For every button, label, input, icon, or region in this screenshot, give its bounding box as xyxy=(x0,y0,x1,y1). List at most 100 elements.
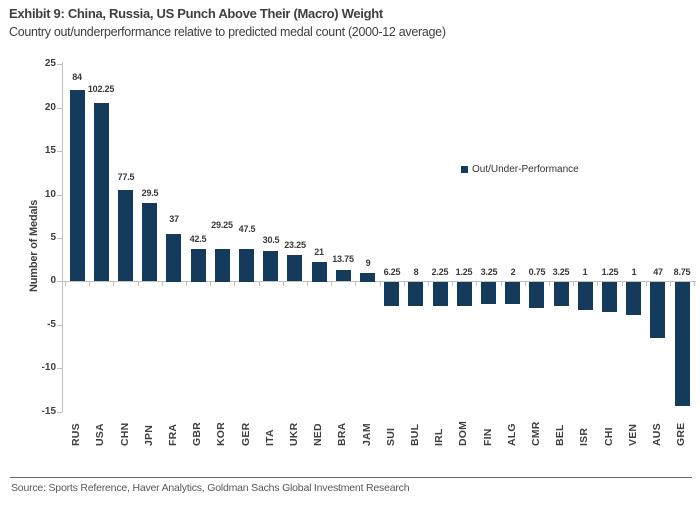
bar-value-label: 6.25 xyxy=(383,267,401,277)
bar xyxy=(650,282,665,338)
category-label: IRL xyxy=(433,428,445,446)
x-axis-line xyxy=(62,281,696,282)
bar-value-label: 42.5 xyxy=(189,234,207,244)
category-label: CHN xyxy=(119,422,131,446)
y-tick xyxy=(57,238,62,239)
y-tick xyxy=(57,368,62,369)
bar-value-label: 1 xyxy=(631,267,637,277)
category-label: GBR xyxy=(191,422,203,446)
category-label: CMR xyxy=(530,421,542,446)
bar-value-label: 47 xyxy=(653,267,663,277)
x-tick xyxy=(234,282,235,286)
bar xyxy=(94,103,109,281)
bar-value-label: 9 xyxy=(365,258,371,268)
category-label: USA xyxy=(94,423,106,446)
x-tick xyxy=(355,282,356,286)
category-label: SUI xyxy=(385,427,397,446)
x-tick xyxy=(162,282,163,286)
bar xyxy=(215,249,230,282)
legend: Out/Under-Performance xyxy=(461,164,579,175)
bar xyxy=(360,273,375,282)
x-tick xyxy=(452,282,453,286)
bar xyxy=(263,251,278,281)
category-label: RUS xyxy=(70,423,82,446)
y-tick xyxy=(57,325,62,326)
bar xyxy=(529,282,544,308)
bar-value-label: 29.25 xyxy=(211,220,233,230)
x-tick xyxy=(428,282,429,286)
bar xyxy=(578,282,593,310)
bar xyxy=(481,282,496,304)
category-label: GER xyxy=(240,422,252,446)
bar-value-label: 77.5 xyxy=(117,172,135,182)
x-tick xyxy=(549,282,550,286)
x-tick xyxy=(404,282,405,286)
y-tick-label: 20 xyxy=(44,102,56,113)
x-tick xyxy=(646,282,647,286)
x-tick xyxy=(501,282,502,286)
bar xyxy=(166,234,181,282)
category-label: FRA xyxy=(167,423,179,446)
bar-value-label: 8 xyxy=(413,267,419,277)
y-tick-label: 5 xyxy=(50,232,56,243)
category-label: CHI xyxy=(603,427,615,446)
bar-value-label: 1.25 xyxy=(455,267,473,277)
source-divider xyxy=(10,477,692,478)
category-label: ISR xyxy=(578,427,590,446)
bar xyxy=(433,282,448,306)
x-tick xyxy=(694,282,695,286)
x-tick xyxy=(597,282,598,286)
bar-value-label: 3.25 xyxy=(552,267,570,277)
category-label: JPN xyxy=(143,424,155,446)
category-label: GRE xyxy=(675,422,687,446)
x-tick xyxy=(670,282,671,286)
x-tick xyxy=(186,282,187,286)
bar xyxy=(626,282,641,315)
bar-value-label: 21 xyxy=(314,247,324,257)
category-label: VEN xyxy=(627,423,639,446)
bar xyxy=(70,90,85,281)
category-label: ALG xyxy=(506,423,518,446)
bar xyxy=(142,203,157,281)
bar xyxy=(312,262,327,282)
y-tick xyxy=(57,195,62,196)
x-tick xyxy=(573,282,574,286)
bar xyxy=(505,282,520,304)
bar xyxy=(384,282,399,306)
bar xyxy=(336,270,351,281)
chart-subtitle: Country out/underperformance relative to… xyxy=(9,25,446,39)
bar xyxy=(118,190,133,281)
bar-value-label: 1.25 xyxy=(601,267,619,277)
category-label: BEL xyxy=(554,424,566,446)
bar-value-label: 2.25 xyxy=(431,267,449,277)
y-tick-label: -15 xyxy=(41,406,56,417)
y-tick xyxy=(57,412,62,413)
x-tick xyxy=(259,282,260,286)
bar xyxy=(287,255,302,281)
y-tick-label: 15 xyxy=(44,145,56,156)
bar-value-label: 30.5 xyxy=(262,235,280,245)
category-label: FIN xyxy=(482,428,494,446)
y-tick-label: 10 xyxy=(44,189,56,200)
bar-value-label: 2 xyxy=(510,267,516,277)
bar-value-label: 8.75 xyxy=(673,267,691,277)
category-label: BUL xyxy=(409,423,421,446)
chart-title: Exhibit 9: China, Russia, US Punch Above… xyxy=(9,6,383,21)
x-tick xyxy=(283,282,284,286)
category-label: BRA xyxy=(336,422,348,446)
bar xyxy=(554,282,569,306)
x-tick xyxy=(331,282,332,286)
bar-value-label: 23.25 xyxy=(284,240,306,250)
bar xyxy=(457,282,472,306)
plot-area: Number of Medals Out/Under-Performance 2… xyxy=(28,58,696,446)
x-tick xyxy=(380,282,381,286)
bar-value-label: 29.5 xyxy=(141,188,159,198)
category-label: UKR xyxy=(288,422,300,446)
bar xyxy=(191,249,206,282)
y-tick-label: -10 xyxy=(41,362,56,373)
source-note: Source: Sports Reference, Haver Analytic… xyxy=(11,482,410,494)
y-tick-label: 25 xyxy=(44,58,56,69)
x-tick xyxy=(113,282,114,286)
y-tick xyxy=(57,151,62,152)
